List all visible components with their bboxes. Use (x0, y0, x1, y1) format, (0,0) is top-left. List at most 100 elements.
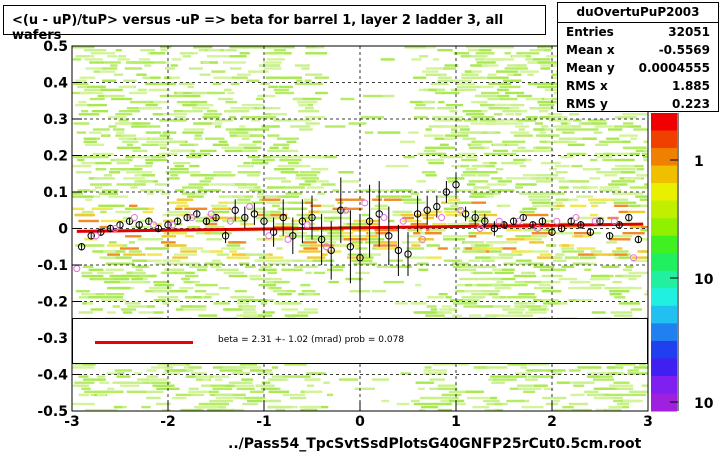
heatmap-cell (460, 174, 477, 177)
heatmap-cell (141, 171, 153, 174)
heatmap-cell (617, 402, 630, 406)
heatmap-cell (512, 55, 526, 58)
heatmap-cell (517, 146, 526, 149)
heatmap-cell (561, 265, 575, 268)
data-point-alt (553, 217, 561, 225)
heatmap-cell (542, 219, 554, 223)
heatmap-cell (592, 375, 613, 378)
data-point (625, 213, 633, 222)
heatmap-cell (237, 186, 255, 189)
heatmap-cell (637, 250, 648, 253)
heatmap-cell (439, 116, 464, 119)
heatmap-cell (505, 113, 514, 116)
heatmap-cell (555, 198, 569, 201)
heatmap-cell (426, 256, 442, 259)
heatmap-cell (445, 213, 465, 217)
heatmap-cell (567, 152, 586, 156)
heatmap-cell (332, 265, 345, 268)
heatmap-cell (262, 125, 280, 128)
heatmap-cell (496, 280, 504, 284)
x-tick-label: 2 (547, 414, 557, 430)
heatmap-cell (156, 402, 171, 406)
stats-row-entries: Entries 32051 (566, 25, 710, 39)
heatmap-cell (299, 405, 321, 409)
heatmap-cell (458, 363, 469, 366)
heatmap-cell (345, 277, 363, 281)
heatmap-cell (81, 271, 93, 275)
heatmap-cell (286, 140, 297, 143)
data-point-alt (418, 235, 426, 243)
heatmap-cell (503, 262, 517, 265)
heatmap-cell (89, 61, 104, 64)
heatmap-cell (442, 125, 466, 128)
heatmap-cell (197, 189, 211, 192)
heatmap-cell (606, 396, 623, 400)
heatmap-cell (198, 314, 218, 317)
heatmap-cell (641, 152, 648, 156)
heatmap-cell (479, 46, 499, 49)
heatmap-cell (219, 369, 243, 372)
heatmap-cell (399, 140, 416, 143)
heatmap-cell (613, 399, 627, 403)
heatmap-cell (162, 131, 177, 134)
heatmap-cell (172, 256, 188, 259)
heatmap-cell (521, 405, 544, 409)
data-point (529, 221, 537, 229)
heatmap-cell (140, 189, 164, 192)
heatmap-cell (441, 393, 462, 397)
heatmap-cell (183, 128, 205, 131)
heatmap-cell (482, 161, 490, 165)
heatmap-cell (246, 146, 262, 149)
heatmap-cell (171, 58, 182, 61)
heatmap-cell (623, 122, 634, 125)
heatmap-cell (542, 46, 553, 49)
data-point (308, 213, 316, 222)
heatmap-cell (211, 70, 226, 73)
heatmap-cell (75, 171, 92, 174)
heatmap-cell (101, 299, 116, 302)
heatmap-cell (515, 125, 530, 128)
heatmap-cell (471, 140, 493, 143)
heatmap-cell (187, 225, 200, 229)
heatmap-cell (427, 296, 444, 299)
heatmap-cell (526, 369, 539, 372)
heatmap-cell (180, 250, 197, 253)
heatmap-cell (303, 198, 318, 201)
heatmap-cell (267, 405, 292, 409)
heatmap-cell (174, 91, 196, 95)
heatmap-cell (204, 137, 218, 140)
heatmap-cell (510, 103, 525, 107)
heatmap-cell (295, 174, 317, 177)
heatmap-cell (423, 134, 444, 137)
heatmap-cell (543, 302, 561, 305)
heatmap-cell (506, 143, 519, 146)
heatmap-cell (199, 73, 211, 76)
heatmap-cell (529, 238, 542, 241)
heatmap-cell (550, 192, 565, 195)
data-point-alt (303, 221, 311, 229)
heatmap-cell (493, 149, 508, 153)
heatmap-cell (294, 64, 310, 67)
data-point (423, 206, 431, 214)
heatmap-cell (260, 387, 277, 390)
heatmap-cell (399, 198, 422, 201)
heatmap-cell (298, 293, 310, 296)
heatmap-cell (176, 198, 194, 201)
heatmap-cell (374, 204, 388, 207)
heatmap-cell (81, 110, 89, 113)
heatmap-cell (366, 232, 390, 235)
heatmap-cell (573, 384, 585, 387)
heatmap-cell (126, 155, 151, 159)
heatmap-cell (475, 52, 495, 55)
heatmap-cell (138, 311, 155, 314)
heatmap-cell (287, 207, 307, 210)
heatmap-cell (308, 238, 322, 241)
heatmap-cell (225, 128, 246, 131)
heatmap-cell (464, 76, 486, 79)
heatmap-cell (83, 88, 107, 92)
heatmap-cell (218, 140, 228, 143)
heatmap-cell (454, 79, 464, 82)
heatmap-cell (602, 158, 617, 162)
data-point (241, 213, 249, 222)
heatmap-cell (78, 393, 90, 397)
